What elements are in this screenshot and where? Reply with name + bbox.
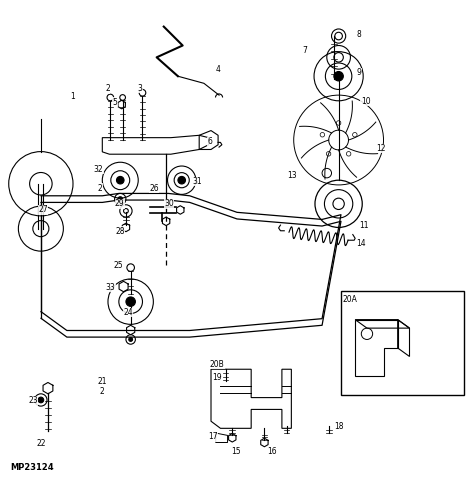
Text: 20B: 20B	[210, 360, 225, 369]
Circle shape	[126, 297, 136, 306]
Circle shape	[129, 338, 133, 342]
Text: 19: 19	[212, 373, 222, 382]
Text: 6: 6	[207, 137, 212, 146]
Text: 2: 2	[98, 183, 102, 193]
Text: 3: 3	[137, 83, 143, 93]
Text: 24: 24	[124, 308, 133, 317]
Circle shape	[117, 177, 124, 184]
Text: 11: 11	[359, 221, 368, 229]
Text: 32: 32	[94, 165, 103, 174]
Text: 2: 2	[105, 84, 110, 94]
Text: 7: 7	[302, 46, 307, 55]
Text: 8: 8	[356, 30, 361, 39]
Text: 26: 26	[149, 183, 159, 193]
Text: MP23124: MP23124	[10, 463, 54, 472]
Text: 30: 30	[164, 199, 174, 208]
Circle shape	[178, 177, 185, 184]
Text: 16: 16	[268, 447, 277, 456]
Text: 15: 15	[231, 447, 241, 455]
Text: 10: 10	[361, 97, 370, 106]
Text: 2: 2	[100, 387, 105, 396]
Text: 18: 18	[334, 423, 343, 431]
Circle shape	[334, 72, 343, 81]
Text: 21: 21	[98, 377, 107, 386]
Text: 13: 13	[287, 171, 297, 180]
Text: 31: 31	[192, 177, 201, 186]
Text: 28: 28	[116, 227, 125, 236]
Text: 4: 4	[216, 64, 220, 74]
Text: 12: 12	[376, 144, 386, 153]
Circle shape	[118, 197, 123, 202]
Text: 22: 22	[36, 439, 46, 448]
Text: 9: 9	[356, 68, 361, 78]
Text: 29: 29	[115, 199, 125, 208]
Circle shape	[38, 397, 44, 403]
Text: 25: 25	[113, 261, 123, 270]
Text: 23: 23	[28, 396, 37, 406]
Text: 14: 14	[356, 240, 365, 248]
Text: 17: 17	[209, 432, 218, 441]
Text: 20A: 20A	[343, 295, 358, 305]
Bar	[341, 291, 464, 395]
Text: 1: 1	[70, 92, 75, 101]
Text: 33: 33	[106, 283, 115, 292]
Text: 5: 5	[113, 98, 118, 107]
Text: 27: 27	[38, 205, 48, 214]
